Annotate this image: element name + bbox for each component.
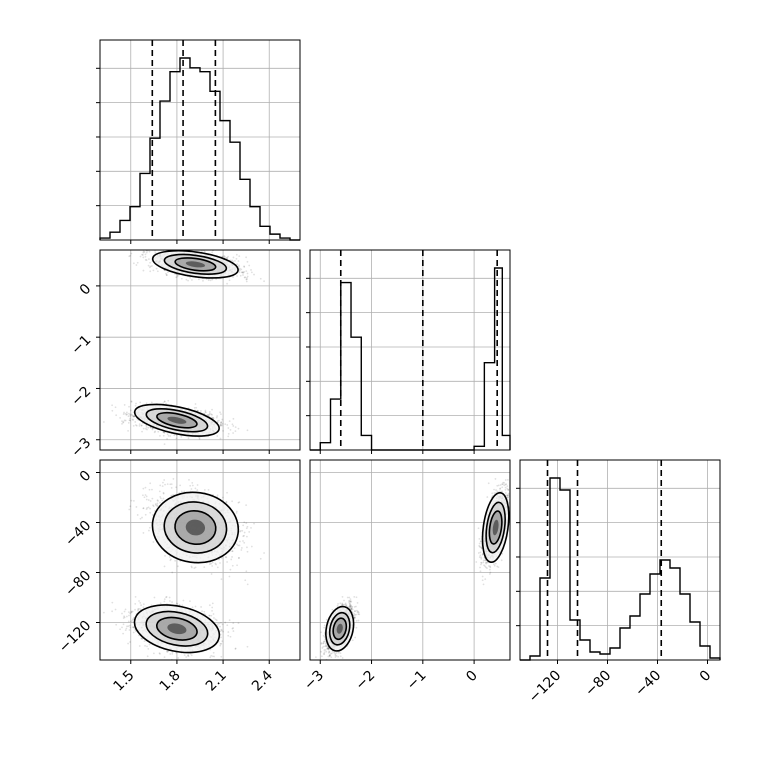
x-tick-label: 0	[463, 668, 481, 686]
panel-frame	[309, 459, 511, 661]
contour-level	[336, 623, 343, 634]
histogram-p1	[99, 57, 300, 241]
grid	[100, 460, 300, 660]
x-tick-label: 1.5	[111, 668, 138, 695]
y-tick-label: 0	[77, 281, 95, 299]
grid	[520, 460, 720, 660]
contour-level	[185, 519, 206, 536]
panel-p1-p1	[96, 39, 301, 244]
y-tick-label: −80	[62, 568, 94, 600]
panel-p2-p2	[306, 249, 511, 454]
x-tick-label: 2.1	[203, 668, 230, 695]
y-tick-label: −120	[56, 618, 95, 657]
contour-level	[492, 519, 499, 536]
panel-frame	[99, 39, 301, 241]
panel-p2-p3: −3 −2 −1 0	[301, 459, 511, 694]
x-tick-label: −120	[526, 668, 565, 707]
x-tick-label: −1	[404, 668, 430, 694]
y-tick-label: 0	[77, 468, 95, 486]
x-tick-label: −2	[352, 668, 378, 694]
x-tick-label: 2.4	[249, 667, 276, 694]
sample-points	[314, 478, 510, 660]
panel-p1-p2: −3 −2 −1 0	[68, 249, 301, 461]
histogram-p3	[520, 477, 721, 661]
panel-frame	[309, 249, 511, 451]
contour-level	[167, 623, 187, 635]
y-tick-label: −40	[62, 518, 94, 550]
x-tick-label: 0	[697, 668, 715, 686]
panel-frame	[99, 249, 301, 451]
y-tick-label: −3	[68, 435, 94, 461]
contour-level	[167, 416, 187, 424]
panel-frame	[519, 459, 721, 661]
grid	[310, 250, 510, 450]
sample-points	[102, 250, 265, 446]
sample-points	[102, 478, 265, 660]
x-tick-label: −3	[301, 668, 327, 694]
panel-p3-p3: −120 −80 −40 0	[516, 459, 721, 707]
panel-frame	[99, 459, 301, 661]
contour-level	[185, 261, 205, 268]
panel-p1-p3: −120 −80 −40 0 1.5 1.8 2.1 2.4	[56, 459, 301, 695]
x-tick-label: −40	[632, 668, 664, 700]
y-tick-label: −2	[68, 384, 94, 410]
x-tick-label: −80	[582, 668, 614, 700]
x-tick-label: 1.8	[157, 668, 184, 695]
y-tick-label: −1	[68, 332, 94, 358]
